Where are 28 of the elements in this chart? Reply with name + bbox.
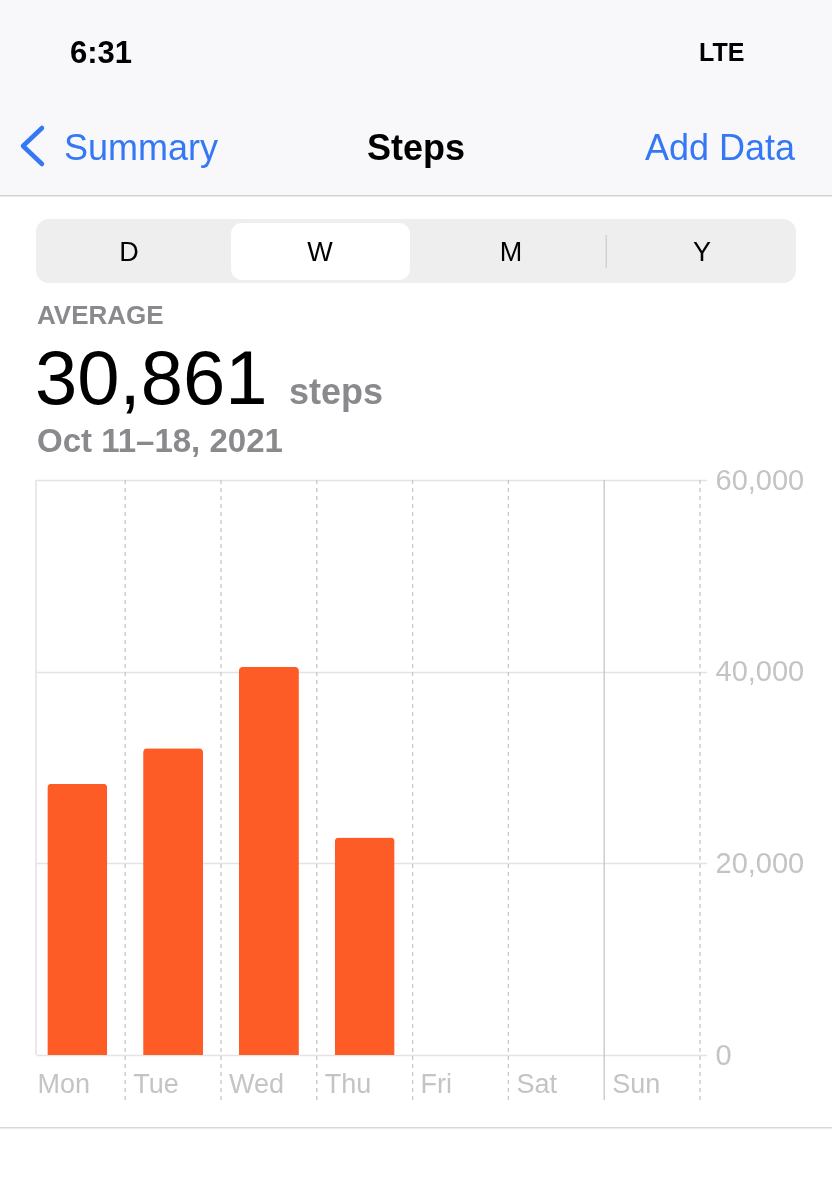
x-tick-label: Thu xyxy=(324,1068,372,1099)
text: AVERAGE xyxy=(37,300,164,330)
text: 6:31 xyxy=(70,35,133,70)
bar xyxy=(334,837,395,1055)
bar xyxy=(143,748,204,1055)
text: LTE xyxy=(699,38,745,66)
chart-title: Steps xyxy=(366,127,466,168)
bar xyxy=(47,783,108,1055)
x-tick-label: Sat xyxy=(516,1068,558,1099)
x-tick-label: Tue xyxy=(133,1068,179,1099)
x-tick-label: Mon xyxy=(37,1068,90,1099)
text: steps xyxy=(289,371,384,412)
y-tick-label: 0 xyxy=(715,1038,732,1071)
x-tick-label: Wed xyxy=(229,1068,285,1099)
text: 30,861 xyxy=(35,335,268,420)
x-tick-label: Fri xyxy=(420,1068,453,1099)
text: Oct 11–18, 2021 xyxy=(37,422,283,459)
text: Add Data xyxy=(644,127,796,168)
x-tick-label: Sun xyxy=(612,1068,661,1099)
text: Y xyxy=(692,237,712,267)
y-tick-label: 40,000 xyxy=(715,655,805,688)
text: D xyxy=(119,237,139,267)
y-tick-label: 20,000 xyxy=(715,846,805,879)
y-tick-label: 60,000 xyxy=(715,463,805,496)
text: M xyxy=(499,237,523,267)
bar xyxy=(238,666,299,1055)
text: W xyxy=(307,237,334,267)
text: Summary xyxy=(64,127,219,168)
